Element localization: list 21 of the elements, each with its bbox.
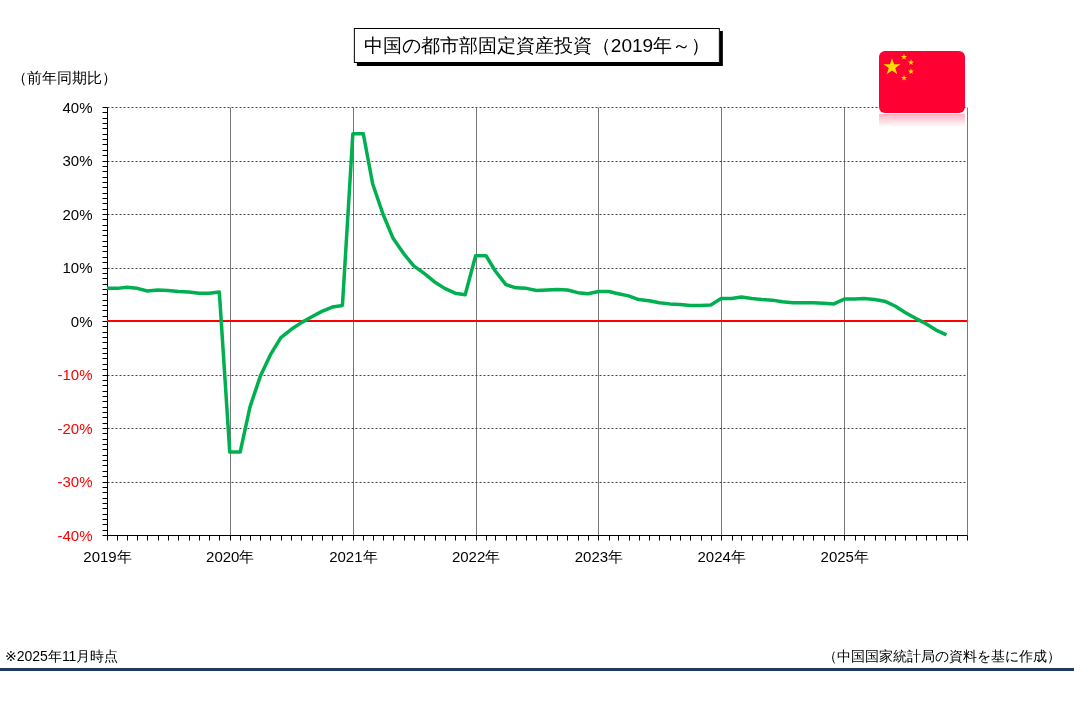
text: （中国国家統計局の資料を基に作成） [823,648,1061,665]
chart-title: 中国の都市部固定資産投資（2019年～） [353,28,721,63]
text: ※2025年11月時点 [5,648,119,665]
x-tick-label: 2022年 [451,547,501,565]
y-tick-label: -30% [57,473,93,490]
x-tick-label: 2019年 [83,547,132,565]
y-tick-label: 20% [62,205,93,223]
y-tick-label: 40% [62,98,93,116]
y-tick-label: -20% [57,419,93,437]
line-series [105,132,949,454]
x-tick-label: 2024年 [697,547,746,565]
x-tick-label: 2020年 [206,547,255,565]
x-tick-label: 2025年 [820,547,869,565]
x-tick-label: 2021年 [329,547,378,565]
y-tick-label: -40% [57,526,93,544]
y-tick-label: -10% [57,366,93,383]
y-tick-label: 10% [62,259,93,276]
x-tick-label: 2023年 [574,547,624,565]
y-axis-title: （前年同期比） [11,68,117,86]
y-tick-label: 0% [70,312,93,330]
y-tick-label: 30% [62,152,93,169]
